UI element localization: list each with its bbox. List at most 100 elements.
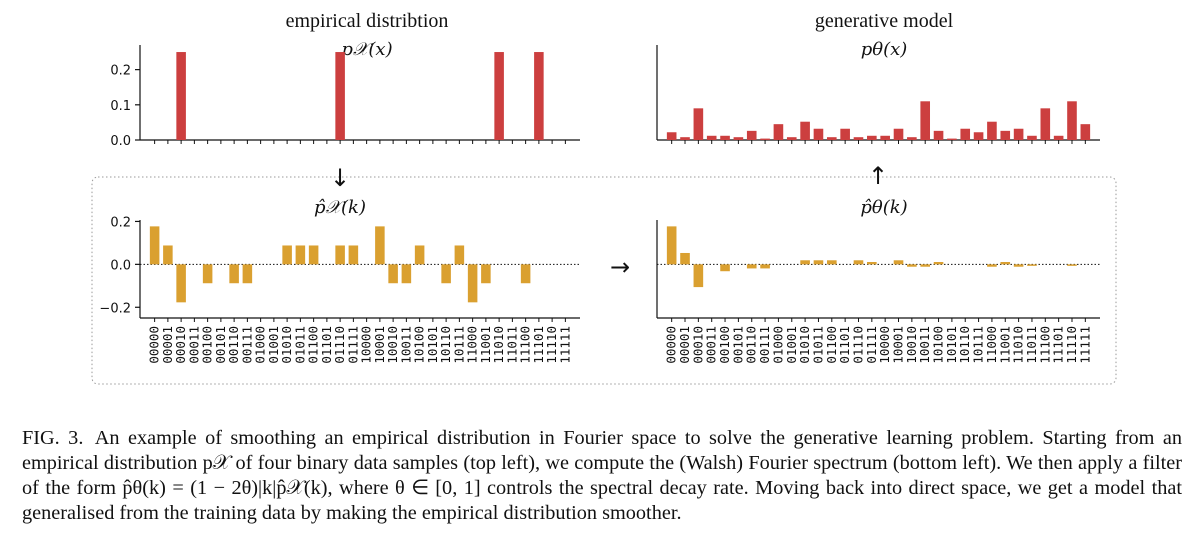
bar xyxy=(1013,128,1024,140)
bar xyxy=(1040,108,1051,140)
figure-caption: FIG. 3. An example of smoothing an empir… xyxy=(22,426,1182,526)
x-tick-label: 01000 xyxy=(253,326,268,364)
bar xyxy=(282,245,292,265)
x-tick-label: 10000 xyxy=(877,326,892,364)
bar xyxy=(867,261,877,265)
y-tick-label: 0.0 xyxy=(110,134,131,149)
bar xyxy=(1000,130,1011,140)
x-tick-label: 11111 xyxy=(1077,326,1092,364)
x-tick-label: 00101 xyxy=(213,326,228,364)
bar xyxy=(760,264,770,269)
bar xyxy=(720,135,730,140)
bar xyxy=(176,264,186,303)
x-tick-label: 11111 xyxy=(557,326,572,364)
bar xyxy=(760,138,770,140)
x-tick-label: 10010 xyxy=(385,326,400,364)
x-tick-label: 10001 xyxy=(372,326,387,364)
x-tick-label: 01010 xyxy=(279,326,294,364)
fourier-space-box xyxy=(91,176,1117,385)
bar xyxy=(1067,101,1077,140)
bar xyxy=(494,52,504,141)
x-tick-label: 10011 xyxy=(917,326,932,364)
x-tick-label: 00100 xyxy=(200,326,215,364)
bottom-right-label: p̂θ(k) xyxy=(860,197,907,218)
bar xyxy=(295,245,306,265)
x-tick-label: 00010 xyxy=(690,326,705,364)
x-tick-label: 00101 xyxy=(730,326,745,364)
bar xyxy=(800,121,810,140)
x-tick-label: 01011 xyxy=(292,326,307,364)
x-tick-label: 10101 xyxy=(425,326,440,364)
x-tick-label: 11011 xyxy=(504,326,519,364)
x-tick-label: 00011 xyxy=(186,326,201,364)
bar xyxy=(933,261,944,265)
bar xyxy=(813,128,824,140)
x-tick-label: 01011 xyxy=(810,326,825,364)
x-tick-label: 11001 xyxy=(997,326,1012,364)
bar xyxy=(920,264,931,267)
x-tick-label: 01000 xyxy=(770,326,785,364)
bar xyxy=(666,132,677,140)
x-tick-label: 11100 xyxy=(518,326,533,364)
bar xyxy=(1027,264,1037,266)
top-left-label: p𝒳(x) xyxy=(341,39,392,60)
bar xyxy=(746,264,757,269)
top-left-title: empirical distribtion xyxy=(286,10,449,32)
bar xyxy=(401,264,412,284)
bar xyxy=(1053,135,1064,140)
bar xyxy=(947,138,957,140)
up-arrow-icon: ↑ xyxy=(868,162,888,190)
x-tick-label: 11101 xyxy=(531,326,546,364)
top-right-title: generative model xyxy=(815,10,954,32)
bottom-left-label: p̂𝒳(k) xyxy=(314,197,366,218)
x-tick-label: 10000 xyxy=(359,326,374,364)
bar xyxy=(176,52,186,141)
bar xyxy=(666,226,677,265)
bar xyxy=(933,130,944,140)
bar xyxy=(348,245,359,265)
x-tick-label: 01100 xyxy=(306,326,321,364)
bar xyxy=(1067,264,1077,266)
x-tick-label: 11000 xyxy=(465,326,480,364)
x-tick-label: 10101 xyxy=(944,326,959,364)
bar xyxy=(987,121,997,140)
figure: empirical distribtion generative model p… xyxy=(91,10,1117,385)
x-tick-label: 11000 xyxy=(984,326,999,364)
bar xyxy=(920,101,931,140)
bar xyxy=(481,264,491,284)
bar xyxy=(441,264,451,284)
bar xyxy=(388,264,398,284)
x-tick-label: 01001 xyxy=(266,326,281,364)
x-tick-label: 10001 xyxy=(891,326,906,364)
bar xyxy=(840,128,850,140)
bar xyxy=(880,135,890,140)
down-arrow-icon: ↓ xyxy=(330,164,350,192)
x-tick-label: 10010 xyxy=(904,326,919,364)
x-tick-label: 11001 xyxy=(478,326,493,364)
bar xyxy=(520,264,531,284)
caption-text: An example of smoothing an empirical dis… xyxy=(22,427,1182,524)
bar xyxy=(826,137,837,140)
x-tick-label: 01110 xyxy=(332,326,347,364)
x-tick-label: 01111 xyxy=(864,326,879,364)
bar xyxy=(973,132,984,140)
bar xyxy=(229,264,239,284)
x-tick-label: 01001 xyxy=(784,326,799,364)
x-tick-label: 10110 xyxy=(957,326,972,364)
x-tick-label: 00110 xyxy=(744,326,759,364)
bar xyxy=(733,137,744,140)
bar xyxy=(693,264,704,288)
bar xyxy=(720,264,730,272)
x-tick-label: 01101 xyxy=(319,326,334,364)
x-tick-label: 10110 xyxy=(438,326,453,364)
bar xyxy=(149,226,160,265)
x-tick-label: 00010 xyxy=(173,326,188,364)
bar xyxy=(907,264,917,267)
bar xyxy=(534,52,544,141)
x-tick-label: 11010 xyxy=(491,326,506,364)
x-tick-label: 00111 xyxy=(239,326,254,364)
x-tick-label: 11010 xyxy=(1011,326,1026,364)
x-tick-label: 01110 xyxy=(850,326,865,364)
top-right-label: pθ(x) xyxy=(861,39,908,60)
bar xyxy=(335,52,345,141)
